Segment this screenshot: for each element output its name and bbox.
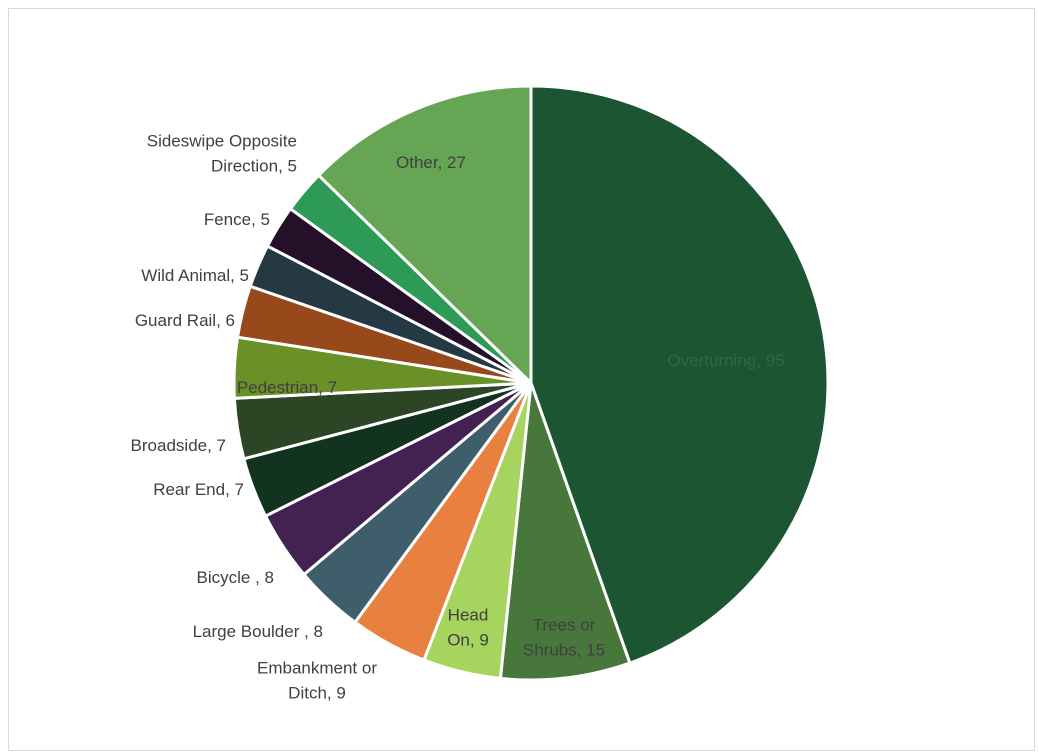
- data-label-overturning: Overturning, 95: [667, 351, 784, 370]
- data-label-line: Sideswipe Opposite: [147, 132, 297, 151]
- data-label-broadside: Broadside, 7: [131, 436, 226, 455]
- data-label-embankment-or-ditch: Embankment or Ditch, 9: [257, 659, 377, 703]
- data-label-line: Head: [448, 606, 489, 625]
- data-label-line: Embankment or: [257, 659, 377, 678]
- data-label-bicycle: Bicycle , 8: [197, 568, 274, 587]
- data-label-line: On, 9: [447, 631, 489, 650]
- data-label-sideswipe-opposite-direction: Sideswipe Opposite Direction, 5: [147, 132, 297, 176]
- data-label-line: Bicycle , 8: [197, 568, 274, 587]
- data-label-large-boulder: Large Boulder , 8: [193, 622, 323, 641]
- data-label-rear-end: Rear End, 7: [153, 480, 244, 499]
- data-label-line: Shrubs, 15: [523, 641, 605, 660]
- data-label-line: Large Boulder , 8: [193, 622, 323, 641]
- data-label-fence: Fence, 5: [204, 210, 270, 229]
- chart-area: Overturning, 95 Trees or Shrubs, 15 Head On,…: [8, 8, 1035, 751]
- data-label-line: Ditch, 9: [288, 684, 346, 703]
- data-label-line: Broadside, 7: [131, 436, 226, 455]
- data-label-line: Direction, 5: [211, 157, 297, 176]
- pie-chart: Overturning, 95 Trees or Shrubs, 15 Head On,…: [9, 9, 1036, 752]
- data-label-line: Overturning, 95: [667, 351, 784, 370]
- data-label-other: Other, 27: [396, 153, 466, 172]
- data-label-line: Pedestrian, 7: [237, 378, 337, 397]
- data-label-line: Rear End, 7: [153, 480, 244, 499]
- data-label-line: Fence, 5: [204, 210, 270, 229]
- data-label-guard-rail: Guard Rail, 6: [135, 311, 235, 330]
- data-label-pedestrian: Pedestrian, 7: [237, 378, 337, 397]
- data-label-line: Guard Rail, 6: [135, 311, 235, 330]
- data-label-line: Wild Animal, 5: [141, 266, 249, 285]
- data-label-line: Trees or: [533, 616, 596, 635]
- data-label-wild-animal: Wild Animal, 5: [141, 266, 249, 285]
- data-label-line: Other, 27: [396, 153, 466, 172]
